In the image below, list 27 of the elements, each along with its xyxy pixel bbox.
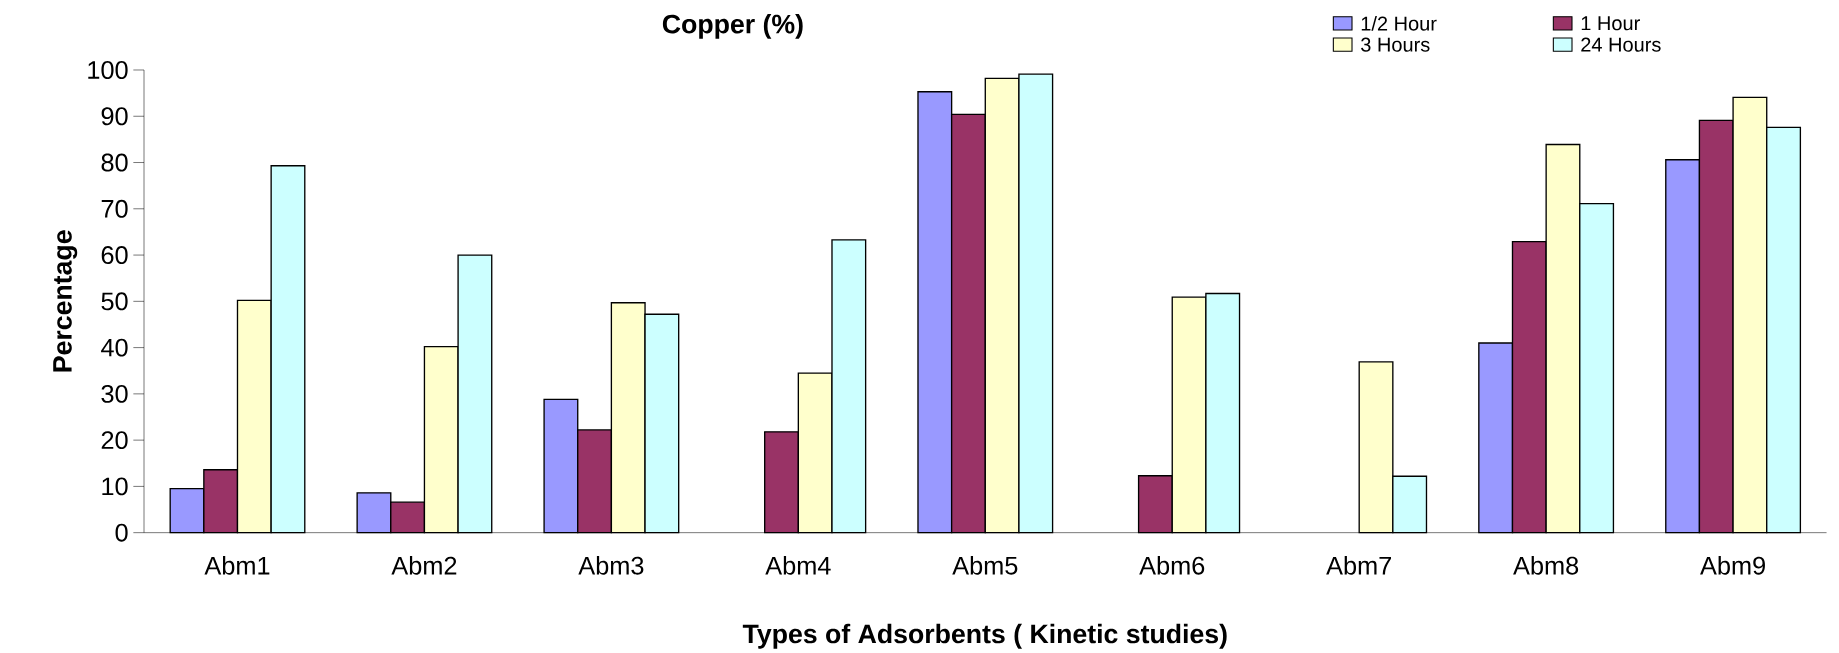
x-axis-title: Types of Adsorbents ( Kinetic studies) — [742, 623, 1227, 649]
x-tick-label: Abm5 — [952, 555, 1018, 575]
legend-label: 24 Hours — [1581, 37, 1661, 52]
x-tick-label: Abm4 — [765, 555, 831, 575]
y-tick-label: 100 — [88, 60, 128, 79]
chart-title: Copper (%) — [662, 13, 803, 39]
y-tick-label: 70 — [101, 199, 128, 218]
x-tick-label: Abm9 — [1700, 555, 1765, 575]
x-tick-label: Abm3 — [578, 555, 644, 575]
x-tick-label: Abm7 — [1326, 555, 1391, 575]
legend-label: 1 Hour — [1581, 16, 1640, 31]
y-tick-label: 40 — [101, 338, 128, 357]
x-tick-label: Abm8 — [1513, 555, 1579, 575]
y-axis-title: Percentage — [53, 230, 78, 372]
y-tick-label: 10 — [102, 477, 128, 496]
y-tick-label: 90 — [101, 107, 128, 126]
x-tick-label: Abm1 — [204, 555, 270, 575]
legend-label: 3 Hours — [1361, 37, 1430, 52]
y-tick-label: 30 — [101, 384, 128, 403]
y-tick-label: 80 — [101, 153, 128, 172]
x-tick-label: Abm6 — [1139, 555, 1205, 575]
y-tick-label: 20 — [101, 431, 128, 450]
legend-label: 1/2 Hour — [1361, 15, 1437, 31]
y-tick-label: 60 — [101, 246, 128, 264]
y-tick-label: 50 — [101, 292, 128, 311]
x-tick-label: Abm2 — [391, 555, 457, 575]
y-tick-label: 0 — [115, 523, 128, 542]
